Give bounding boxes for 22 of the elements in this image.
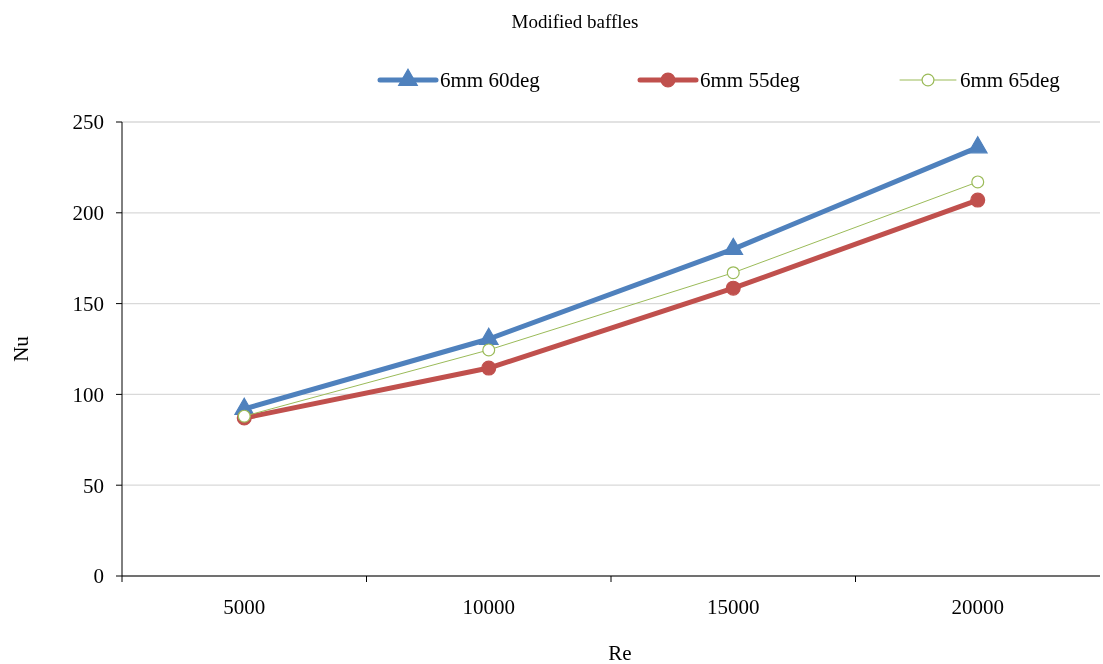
point [481, 360, 497, 376]
point [725, 280, 741, 296]
y-tick-label: 0 [93, 564, 104, 589]
y-tick-label: 50 [83, 473, 104, 498]
y-tick-label: 250 [72, 110, 104, 135]
x-tick-label: 15000 [707, 595, 760, 619]
y-axis-title: Nu [9, 335, 33, 362]
point [970, 192, 986, 208]
x-tick-label: 10000 [462, 595, 515, 619]
y-tick-label: 100 [72, 382, 104, 407]
x-tick-label: 20000 [951, 595, 1004, 619]
chart-title: Modified baffles [511, 11, 639, 32]
x-axis-title: Re [608, 641, 632, 664]
legend-label: 6mm 65deg [960, 68, 1061, 93]
legend-label: 6mm 55deg [700, 68, 801, 93]
y-tick-label: 150 [72, 291, 104, 316]
point [482, 343, 496, 357]
point [726, 266, 740, 280]
legend-label: 6mm 60deg [440, 68, 541, 93]
x-tick-label: 5000 [223, 595, 266, 619]
y-tick-label: 200 [72, 201, 104, 226]
point [971, 175, 985, 189]
